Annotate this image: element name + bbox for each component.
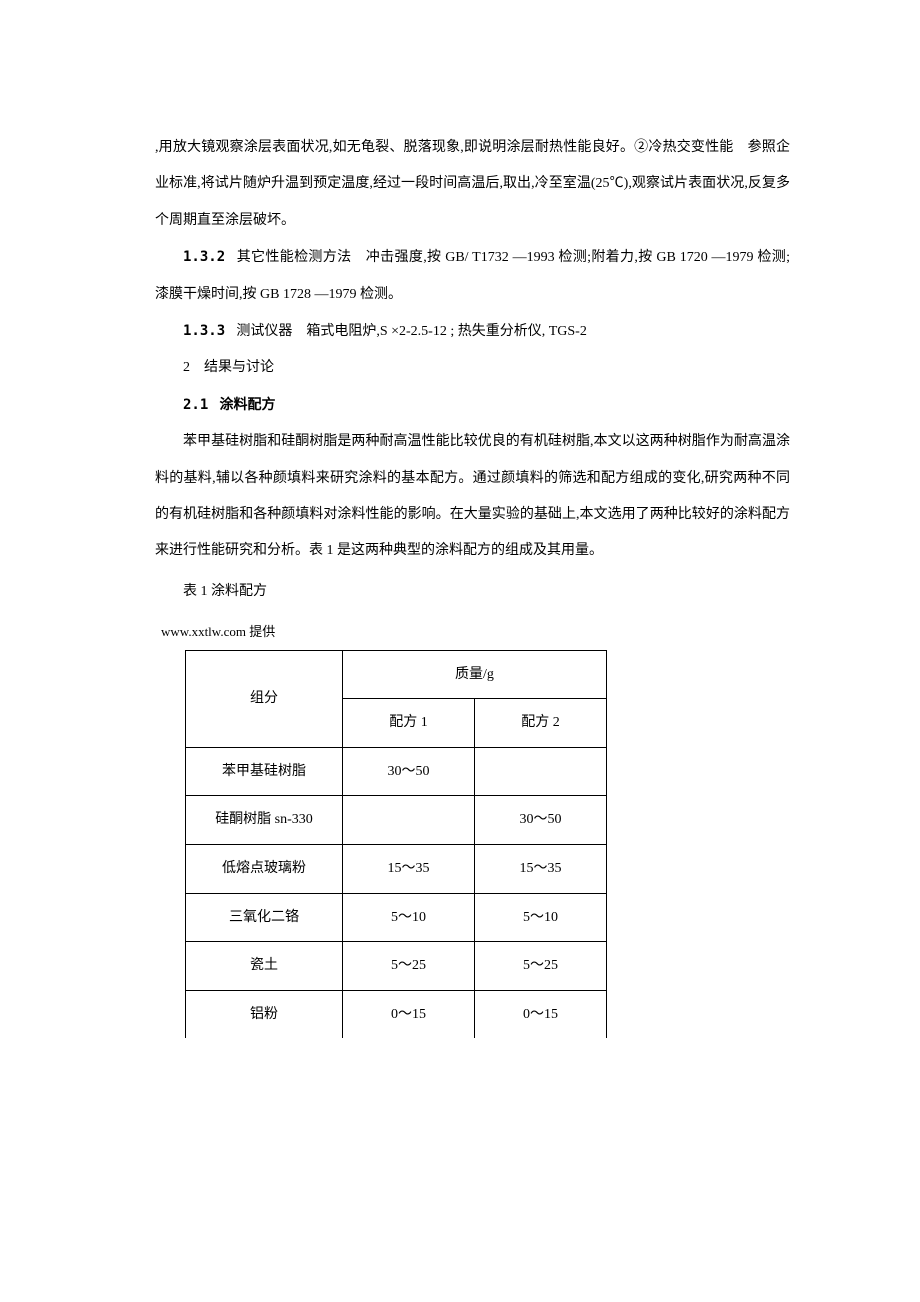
paragraph-formulation: 苯甲基硅树脂和硅酮树脂是两种耐高温性能比较优良的有机硅树脂,本文以这两种树脂作为… xyxy=(155,424,790,570)
text-1-3-3: 测试仪器 箱式电阻炉,S ×2-2.5-12 ; 热失重分析仪, TGS-2 xyxy=(236,324,587,339)
provider-note: www.xxtlw.com 提供 xyxy=(161,620,790,643)
table-row: 苯甲基硅树脂 30～50 xyxy=(186,747,607,796)
cell-value: 0～15 xyxy=(343,990,475,1038)
cell-component: 硅酮树脂 sn-330 xyxy=(186,796,343,845)
label-2-1: 2.1 xyxy=(183,397,208,413)
table-row: 低熔点玻璃粉 15～35 15～35 xyxy=(186,845,607,894)
title-2-1: 涂料配方 xyxy=(219,398,275,413)
cell-component: 铝粉 xyxy=(186,990,343,1038)
cell-component: 低熔点玻璃粉 xyxy=(186,845,343,894)
cell-component: 瓷土 xyxy=(186,942,343,991)
cell-value xyxy=(475,747,607,796)
table-row: 硅酮树脂 sn-330 30～50 xyxy=(186,796,607,845)
text-1-3-2: 其它性能检测方法 冲击强度,按 GB/ T1732 —1993 检测;附着力,按… xyxy=(155,250,790,301)
cell-value: 5～10 xyxy=(343,893,475,942)
cell-component: 苯甲基硅树脂 xyxy=(186,747,343,796)
cell-value: 5～10 xyxy=(475,893,607,942)
paragraph-1-3-3: 1.3.3 测试仪器 箱式电阻炉,S ×2-2.5-12 ; 热失重分析仪, TG… xyxy=(155,313,790,350)
table-row: 三氧化二铬 5～10 5～10 xyxy=(186,893,607,942)
table-1-caption: 表 1 涂料配方 xyxy=(155,574,790,610)
section-2-1-heading: 2.1 涂料配方 xyxy=(155,387,790,424)
cell-component: 三氧化二铬 xyxy=(186,893,343,942)
table-1: 组分 质量/g 配方 1 配方 2 苯甲基硅树脂 30～50 硅酮树脂 sn-3… xyxy=(185,650,607,1039)
paragraph-1-3-2: 1.3.2其它性能检测方法 冲击强度,按 GB/ T1732 —1993 检测;… xyxy=(155,239,790,313)
cell-value xyxy=(343,796,475,845)
label-1-3-2: 1.3.2 xyxy=(183,249,225,265)
cell-value: 5～25 xyxy=(475,942,607,991)
th-formula-1: 配方 1 xyxy=(343,699,475,748)
table-header-row-1: 组分 质量/g xyxy=(186,650,607,699)
cell-value: 30～50 xyxy=(475,796,607,845)
cell-value: 15～35 xyxy=(475,845,607,894)
cell-value: 30～50 xyxy=(343,747,475,796)
table-row: 铝粉 0～15 0～15 xyxy=(186,990,607,1038)
cell-value: 5～25 xyxy=(343,942,475,991)
section-2-heading: 2 结果与讨论 xyxy=(155,350,790,386)
table-row: 瓷土 5～25 5～25 xyxy=(186,942,607,991)
cell-value: 0～15 xyxy=(475,990,607,1038)
paragraph-coating-test: ,用放大镜观察涂层表面状况,如无龟裂、脱落现象,即说明涂层耐热性能良好。②冷热交… xyxy=(155,130,790,239)
th-component: 组分 xyxy=(186,650,343,747)
cell-value: 15～35 xyxy=(343,845,475,894)
th-mass: 质量/g xyxy=(343,650,607,699)
th-formula-2: 配方 2 xyxy=(475,699,607,748)
label-1-3-3: 1.3.3 xyxy=(183,323,225,339)
